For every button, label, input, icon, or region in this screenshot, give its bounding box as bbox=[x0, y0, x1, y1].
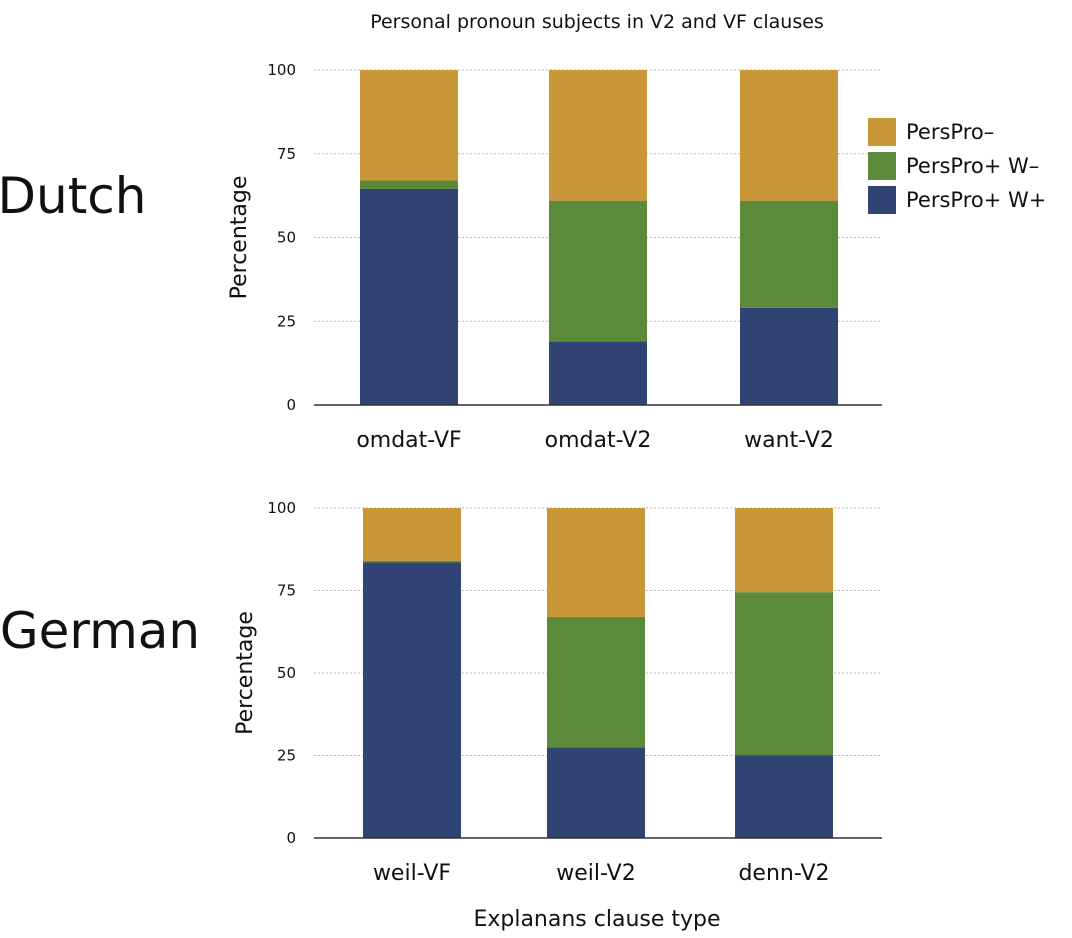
legend-label: PersPro– bbox=[906, 120, 994, 144]
bar-segment-omdat-V2-PersPro– bbox=[549, 70, 647, 201]
y-tick-label: 25 bbox=[277, 312, 296, 330]
panel-dutch: Dutch 0 25 50 75 100 omdat-VF omdat-V2 want-V2 Pe… bbox=[0, 61, 882, 453]
legend-label: PersPro+ W– bbox=[906, 154, 1039, 178]
bar-segment-want-V2-PersPro– bbox=[740, 70, 838, 201]
legend: PersPro– PersPro+ W– PersPro+ W+ bbox=[868, 118, 1046, 214]
bar-segment-want-V2-PersPro+ W+ bbox=[740, 307, 838, 405]
legend-swatch bbox=[868, 186, 896, 214]
bar-segment-want-V2-PersPro+ W– bbox=[740, 200, 838, 308]
bar-segment-weil-V2-PersPro+ W– bbox=[547, 616, 645, 748]
legend-label: PersPro+ W+ bbox=[906, 188, 1046, 212]
x-axis-label: Explanans clause type bbox=[473, 907, 720, 932]
y-tick-label: 0 bbox=[286, 829, 296, 847]
legend-swatch bbox=[868, 152, 896, 180]
x-tick-label: omdat-V2 bbox=[545, 428, 652, 453]
y-axis-label: Percentage bbox=[233, 611, 258, 735]
bar-segment-denn-V2-PersPro– bbox=[735, 508, 833, 593]
bar-segment-weil-VF-PersPro– bbox=[363, 508, 461, 561]
chart-panels: Dutch 0 25 50 75 100 omdat-VF omdat-V2 want-V2 Pe… bbox=[0, 61, 882, 886]
x-tick-label: denn-V2 bbox=[738, 861, 829, 886]
y-tick-label: 100 bbox=[267, 61, 296, 79]
bar-segment-weil-VF-PersPro+ W+ bbox=[363, 562, 461, 838]
x-tick-label: want-V2 bbox=[744, 428, 834, 453]
legend-item: PersPro– bbox=[868, 118, 994, 146]
panel-german: German 0 25 50 75 100 weil-VF weil-V2 denn-V2 Per… bbox=[0, 499, 882, 886]
bar-segment-weil-V2-PersPro– bbox=[547, 508, 645, 617]
bar-segment-omdat-VF-PersPro– bbox=[360, 70, 458, 181]
x-tick-label: weil-V2 bbox=[556, 861, 635, 886]
y-tick-label: 75 bbox=[277, 145, 296, 163]
y-axis-label: Percentage bbox=[227, 176, 252, 300]
legend-item: PersPro+ W+ bbox=[868, 186, 1046, 214]
y-tick-label: 75 bbox=[277, 582, 296, 600]
chart-title: Personal pronoun subjects in V2 and VF c… bbox=[370, 11, 824, 33]
panel-label-german: German bbox=[0, 602, 200, 660]
y-tick-label: 0 bbox=[286, 396, 296, 414]
x-tick-label: weil-VF bbox=[373, 861, 451, 886]
y-tick-label: 25 bbox=[277, 747, 296, 765]
bar-segment-omdat-V2-PersPro+ W– bbox=[549, 200, 647, 342]
x-tick-label: omdat-VF bbox=[356, 428, 461, 453]
bar-segment-denn-V2-PersPro+ W+ bbox=[735, 755, 833, 838]
y-tick-label: 50 bbox=[277, 664, 296, 682]
bar-segment-weil-V2-PersPro+ W+ bbox=[547, 747, 645, 838]
bar-segment-omdat-VF-PersPro+ W+ bbox=[360, 188, 458, 405]
legend-swatch bbox=[868, 118, 896, 146]
bar-segment-omdat-VF-PersPro+ W– bbox=[360, 180, 458, 189]
y-tick-label: 50 bbox=[277, 229, 296, 247]
y-tick-label: 100 bbox=[267, 499, 296, 517]
legend-item: PersPro+ W– bbox=[868, 152, 1039, 180]
bar-segment-weil-VF-PersPro+ W– bbox=[363, 560, 461, 563]
bar-segment-denn-V2-PersPro+ W– bbox=[735, 592, 833, 756]
panel-label-dutch: Dutch bbox=[0, 167, 146, 225]
bar-segment-omdat-V2-PersPro+ W+ bbox=[549, 341, 647, 405]
